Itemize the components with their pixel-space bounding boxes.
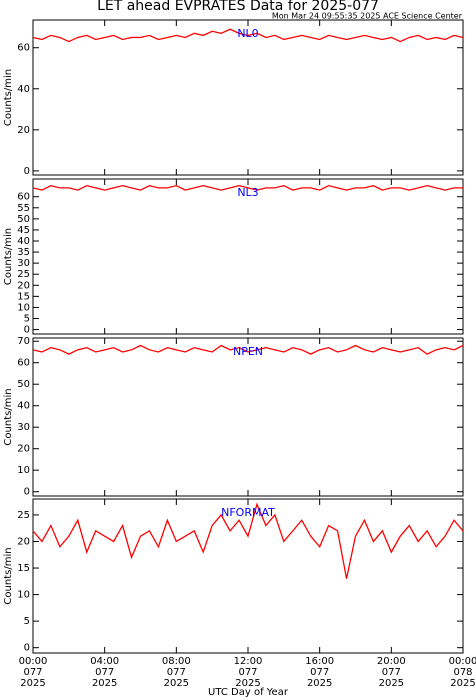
x-tick-label: 2025 bbox=[235, 678, 260, 689]
y-tick-label: 60 bbox=[17, 192, 30, 203]
y-tick-label: 10 bbox=[17, 590, 30, 601]
y-tick-label: 25 bbox=[17, 269, 30, 280]
y-tick-label: 5 bbox=[24, 616, 30, 627]
data-line bbox=[32, 502, 464, 579]
y-tick-label: 35 bbox=[17, 247, 30, 258]
y-tick-label: 55 bbox=[17, 203, 30, 214]
y-tick-label: 20 bbox=[17, 444, 30, 455]
x-tick-label: 2025 bbox=[92, 678, 117, 689]
x-tick-label: 077 bbox=[23, 667, 42, 678]
x-tick-label: 08:00 bbox=[162, 656, 191, 667]
series-label: NL0 bbox=[237, 27, 258, 40]
y-tick-label: 10 bbox=[17, 302, 30, 313]
y-tick-label: 50 bbox=[17, 379, 30, 390]
data-line bbox=[32, 344, 464, 355]
y-tick-label: 50 bbox=[17, 214, 30, 225]
x-tick-label: 078 bbox=[453, 667, 472, 678]
y-tick-label: 60 bbox=[17, 358, 30, 369]
y-tick-label: 0 bbox=[24, 487, 30, 498]
x-tick-label: 20:00 bbox=[377, 656, 406, 667]
x-tick-label: 2025 bbox=[164, 678, 189, 689]
series-label: NL3 bbox=[237, 186, 258, 199]
y-tick-label: 40 bbox=[17, 401, 30, 412]
x-tick-label: 04:00 bbox=[90, 656, 119, 667]
y-tick-label: 15 bbox=[17, 291, 30, 302]
y-tick-label: 0 bbox=[24, 166, 30, 177]
y-tick-label: 0 bbox=[24, 325, 30, 336]
y-tick-label: 60 bbox=[17, 43, 30, 54]
series-label: NPEN bbox=[233, 345, 263, 358]
x-tick-label: 00:00 bbox=[19, 656, 48, 667]
x-tick-label: 077 bbox=[310, 667, 329, 678]
chart-title: LET ahead EVPRATES Data for 2025-077 bbox=[97, 0, 379, 14]
y-tick-label: 25 bbox=[17, 510, 30, 521]
data-line bbox=[32, 184, 463, 191]
x-tick-label: 12:00 bbox=[234, 656, 263, 667]
x-tick-label: 00:00 bbox=[449, 656, 476, 667]
data-line bbox=[32, 28, 464, 43]
y-axis-label: Counts/min bbox=[3, 69, 14, 126]
chart-subtitle: Mon Mar 24 09:55:35 2025 ACE Science Cen… bbox=[272, 12, 463, 21]
y-tick-label: 20 bbox=[17, 536, 30, 547]
y-tick-label: 70 bbox=[17, 336, 30, 347]
y-tick-label: 10 bbox=[17, 465, 30, 476]
series-label: NFORMAT bbox=[221, 506, 275, 519]
x-tick-label: 077 bbox=[382, 667, 401, 678]
y-tick-label: 5 bbox=[24, 314, 30, 325]
y-tick-label: 45 bbox=[17, 225, 30, 236]
y-tick-label: 40 bbox=[17, 236, 30, 247]
y-tick-label: 20 bbox=[17, 125, 30, 136]
y-tick-label: 30 bbox=[17, 422, 30, 433]
x-tick-label: 2025 bbox=[450, 678, 475, 689]
y-tick-label: 15 bbox=[17, 563, 30, 574]
y-axis-label: Counts/min bbox=[3, 228, 14, 285]
x-tick-label: 2025 bbox=[379, 678, 404, 689]
y-axis-label: Counts/min bbox=[3, 547, 14, 604]
x-axis-label: UTC Day of Year bbox=[208, 687, 289, 698]
y-axis-label: Counts/min bbox=[3, 388, 14, 445]
x-tick-label: 077 bbox=[167, 667, 186, 678]
x-tick-label: 077 bbox=[238, 667, 257, 678]
y-tick-label: 0 bbox=[24, 643, 30, 654]
x-tick-label: 2025 bbox=[307, 678, 332, 689]
x-tick-label: 16:00 bbox=[305, 656, 334, 667]
y-tick-label: 30 bbox=[17, 258, 30, 269]
x-tick-label: 2025 bbox=[20, 678, 45, 689]
y-tick-label: 40 bbox=[17, 84, 30, 95]
y-tick-label: 20 bbox=[17, 280, 30, 291]
x-tick-label: 077 bbox=[95, 667, 114, 678]
